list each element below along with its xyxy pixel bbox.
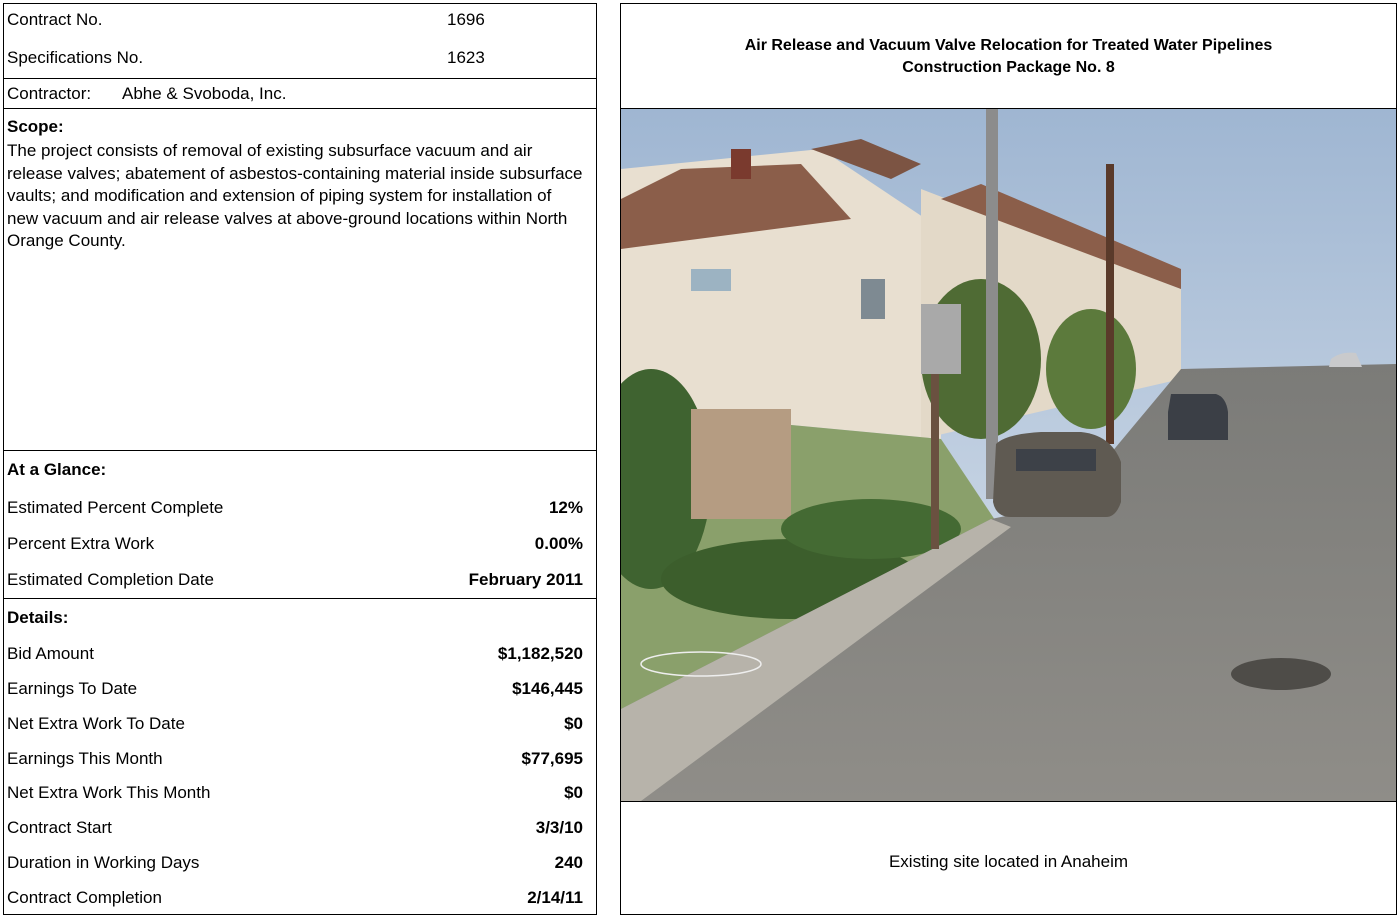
row-line [3, 598, 597, 599]
value: 1623 [447, 48, 485, 68]
title-box [620, 3, 1397, 109]
heading: At a Glance: [7, 460, 106, 480]
value: 3/3/10 [536, 818, 583, 838]
label: Earnings This Month [7, 749, 163, 769]
label: Contractor: [7, 84, 91, 104]
label: Duration in Working Days [7, 853, 199, 873]
photo-frame [620, 108, 1397, 802]
label: Estimated Completion Date [7, 570, 214, 590]
value: Abhe & Svoboda, Inc. [122, 84, 286, 104]
value: 1696 [447, 10, 485, 30]
value: 0.00% [535, 534, 583, 554]
label: Net Extra Work To Date [7, 714, 185, 734]
label: Earnings To Date [7, 679, 137, 699]
value: February 2011 [469, 570, 583, 590]
page: Contract No. 1696 Specifications No. 162… [0, 0, 1397, 915]
value: $0 [564, 783, 583, 803]
label: Specifications No. [7, 48, 143, 68]
label: Contract Completion [7, 888, 162, 908]
scope-text: The project consists of removal of exist… [7, 140, 587, 253]
value: $0 [564, 714, 583, 734]
label: Net Extra Work This Month [7, 783, 210, 803]
value: 2/14/11 [527, 888, 583, 908]
label: Contract No. [7, 10, 102, 30]
title: Air Release and Vacuum Valve Relocation … [620, 36, 1397, 56]
heading: Scope: [7, 117, 64, 137]
value: $1,182,520 [498, 644, 583, 664]
value: $77,695 [522, 749, 583, 769]
caption: Existing site located in Anaheim [620, 852, 1397, 872]
subtitle: Construction Package No. 8 [620, 58, 1397, 78]
label: Estimated Percent Complete [7, 498, 223, 518]
row-line [3, 78, 597, 109]
value: 12% [549, 498, 583, 518]
label: Bid Amount [7, 644, 94, 664]
photo [621, 109, 1396, 801]
heading: Details: [7, 608, 68, 628]
label: Contract Start [7, 818, 112, 838]
label: Percent Extra Work [7, 534, 154, 554]
value: 240 [555, 853, 583, 873]
value: $146,445 [512, 679, 583, 699]
